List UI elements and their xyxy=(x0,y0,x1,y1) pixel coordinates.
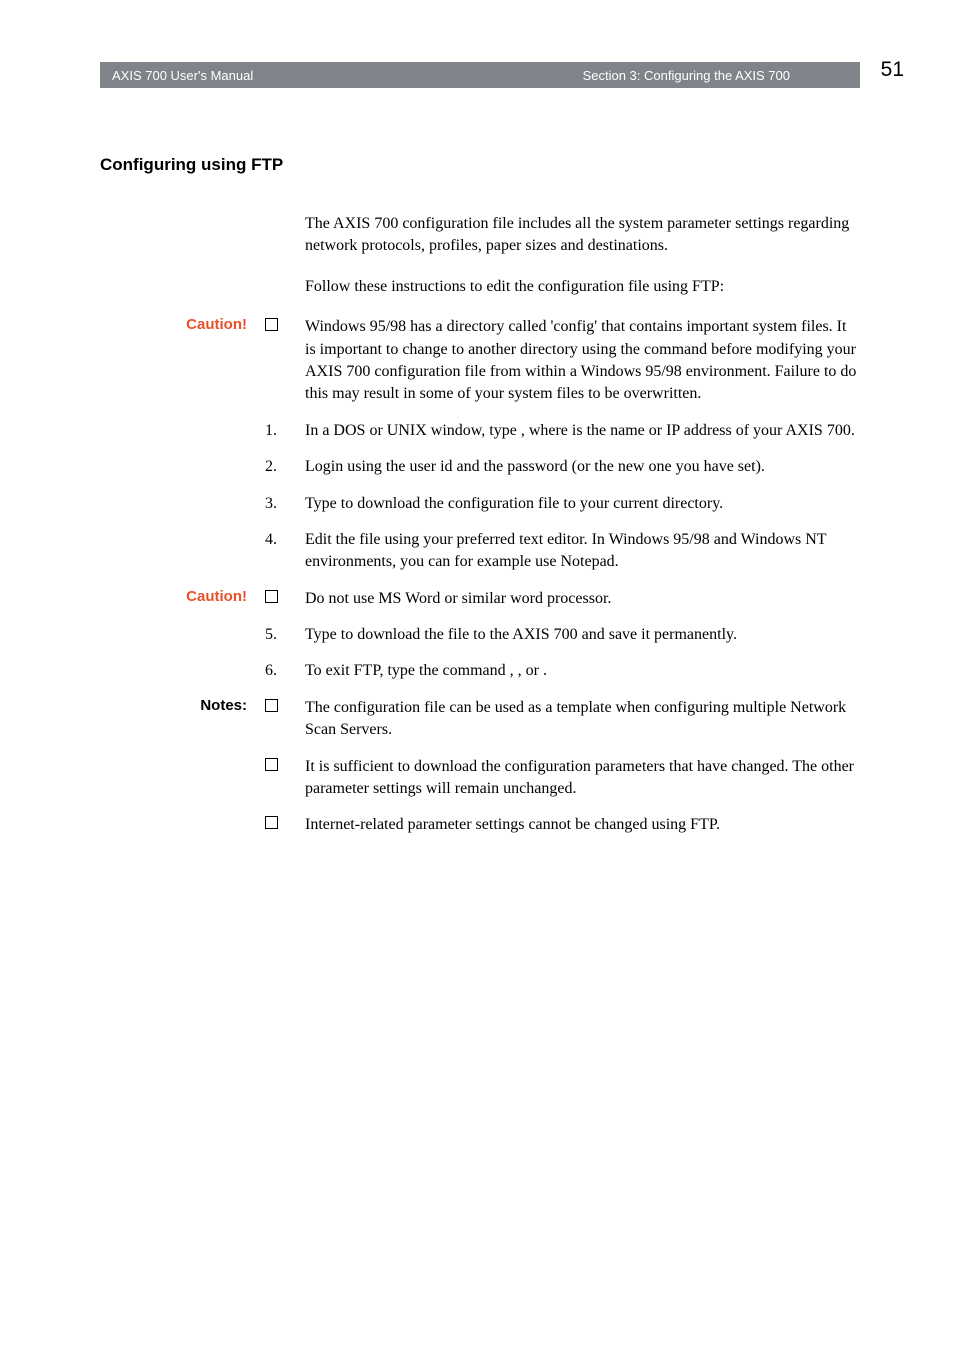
notes-label-col: Notes: xyxy=(100,697,265,742)
caution-label-col: Caution! xyxy=(100,316,265,406)
caution-label-col-2: Caution! xyxy=(100,588,265,610)
intro-para-2: Follow these instructions to edit the co… xyxy=(305,276,860,298)
step-5-num: 5. xyxy=(265,624,305,646)
checkbox-marker-2 xyxy=(265,588,305,610)
step-row-2: 2. Login using the user id and the passw… xyxy=(100,456,860,478)
notes-row-3: Internet-related parameter settings cann… xyxy=(100,814,860,836)
checkbox-marker-n1 xyxy=(265,697,305,742)
caution-2-text: Do not use MS Word or similar word proce… xyxy=(305,588,860,610)
step-6-text: To exit FTP, type the command , , or . xyxy=(305,660,860,682)
step-1-text: In a DOS or UNIX window, type , where is… xyxy=(305,420,860,442)
notes-row-1: Notes: The configuration file can be use… xyxy=(100,697,860,742)
step-row-6: 6. To exit FTP, type the command , , or … xyxy=(100,660,860,682)
notes-row-2: It is sufficient to download the configu… xyxy=(100,756,860,801)
step-3-num: 3. xyxy=(265,493,305,515)
step-1-num: 1. xyxy=(265,420,305,442)
intro-para-1: The AXIS 700 configuration file includes… xyxy=(305,213,860,258)
notes-label: Notes: xyxy=(200,697,247,714)
checkbox-icon xyxy=(265,816,278,829)
step-4-num: 4. xyxy=(265,529,305,574)
checkbox-marker-n3 xyxy=(265,814,305,836)
step-row-4: 4. Edit the file using your preferred te… xyxy=(100,529,860,574)
step-row-5: 5. Type to download the file to the AXIS… xyxy=(100,624,860,646)
step-3-text: Type to download the configuration file … xyxy=(305,493,860,515)
checkbox-marker xyxy=(265,316,305,406)
checkbox-marker-n2 xyxy=(265,756,305,801)
page-content: Configuring using FTP The AXIS 700 confi… xyxy=(100,155,860,851)
section-title: Configuring using FTP xyxy=(100,155,860,175)
checkbox-icon xyxy=(265,590,278,603)
step-row-3: 3. Type to download the configuration fi… xyxy=(100,493,860,515)
page-number: 51 xyxy=(881,58,904,82)
step-2-text: Login using the user id and the password… xyxy=(305,456,860,478)
caution-row-1: Caution! Windows 95/98 has a directory c… xyxy=(100,316,860,406)
header-section-title: Section 3: Configuring the AXIS 700 xyxy=(583,68,790,83)
step-row-1: 1. In a DOS or UNIX window, type , where… xyxy=(100,420,860,442)
header-bar: AXIS 700 User's Manual Section 3: Config… xyxy=(100,62,860,88)
caution-label-2: Caution! xyxy=(186,588,247,605)
note-3-text: Internet-related parameter settings cann… xyxy=(305,814,860,836)
header-manual-title: AXIS 700 User's Manual xyxy=(100,68,253,83)
step-5-text: Type to download the file to the AXIS 70… xyxy=(305,624,860,646)
caution-label: Caution! xyxy=(186,316,247,333)
caution-row-2: Caution! Do not use MS Word or similar w… xyxy=(100,588,860,610)
step-4-text: Edit the file using your preferred text … xyxy=(305,529,860,574)
step-6-num: 6. xyxy=(265,660,305,682)
checkbox-icon xyxy=(265,758,278,771)
note-1-text: The configuration file can be used as a … xyxy=(305,697,860,742)
checkbox-icon xyxy=(265,318,278,331)
note-2-text: It is sufficient to download the configu… xyxy=(305,756,860,801)
step-2-num: 2. xyxy=(265,456,305,478)
checkbox-icon xyxy=(265,699,278,712)
caution-1-text: Windows 95/98 has a directory called 'co… xyxy=(305,316,860,406)
